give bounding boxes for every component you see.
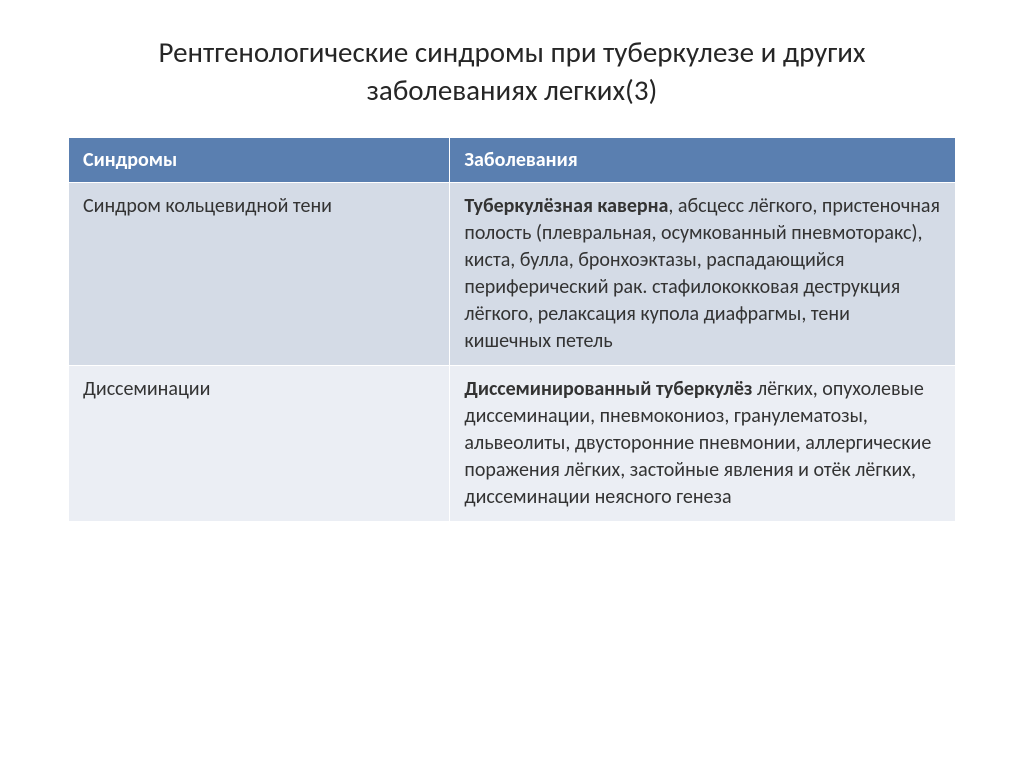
table-row: Синдром кольцевидной тени Туберкулёзная …: [69, 183, 956, 366]
cell-syndrome: Синдром кольцевидной тени: [69, 183, 450, 366]
col-header-syndromes: Синдромы: [69, 138, 450, 183]
slide: Рентгенологические синдромы при туберкул…: [0, 0, 1024, 768]
table-row: Диссеминации Диссеминированный туберкулё…: [69, 366, 956, 522]
cell-disease: Диссеминированный туберкулёз лёгких, опу…: [450, 366, 956, 522]
cell-syndrome: Диссеминации: [69, 366, 450, 522]
syndromes-table: Синдромы Заболевания Синдром кольцевидно…: [68, 137, 956, 522]
table-header-row: Синдромы Заболевания: [69, 138, 956, 183]
col-header-diseases: Заболевания: [450, 138, 956, 183]
slide-title: Рентгенологические синдромы при туберкул…: [68, 34, 956, 109]
cell-disease: Туберкулёзная каверна, абсцесс лёгкого, …: [450, 183, 956, 366]
disease-bold-lead: Туберкулёзная каверна: [464, 194, 668, 218]
disease-bold-lead: Диссеминированный туберкулёз: [464, 377, 752, 401]
